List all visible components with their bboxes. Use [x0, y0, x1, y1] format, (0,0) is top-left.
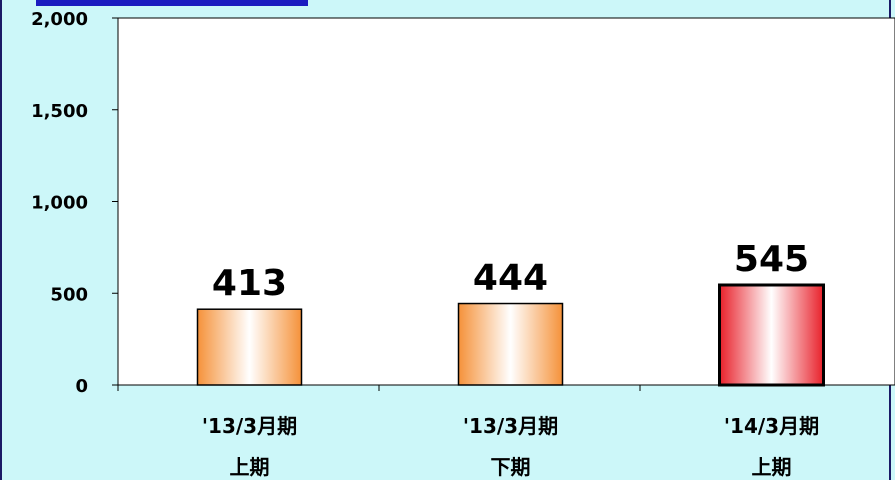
bar — [718, 283, 825, 387]
x-axis-ticks — [117, 385, 641, 391]
data-label: 444 — [473, 258, 548, 299]
bars — [196, 283, 825, 387]
x-tick-label: 上期 — [230, 455, 270, 479]
x-tick-label: '13/3月期 — [202, 414, 297, 438]
x-tick-label: 下期 — [491, 455, 531, 479]
y-tick-label: 0 — [75, 376, 88, 397]
bar — [457, 302, 564, 386]
bar — [196, 308, 303, 386]
y-tick-label: 2,000 — [31, 9, 88, 30]
data-label: 545 — [734, 239, 809, 280]
title-strip — [36, 0, 308, 6]
value-labels: 413 444 545 — [212, 239, 809, 304]
y-axis-ticks: 0 500 1,000 1,500 2,000 — [31, 9, 118, 397]
x-tick-label: '14/3月期 — [724, 414, 819, 438]
y-tick-label: 500 — [50, 284, 88, 305]
x-tick-label: 上期 — [752, 455, 792, 479]
data-label: 413 — [212, 263, 287, 304]
x-tick-label: '13/3月期 — [463, 414, 558, 438]
y-tick-label: 1,500 — [31, 101, 88, 122]
y-tick-label: 1,000 — [31, 193, 88, 214]
